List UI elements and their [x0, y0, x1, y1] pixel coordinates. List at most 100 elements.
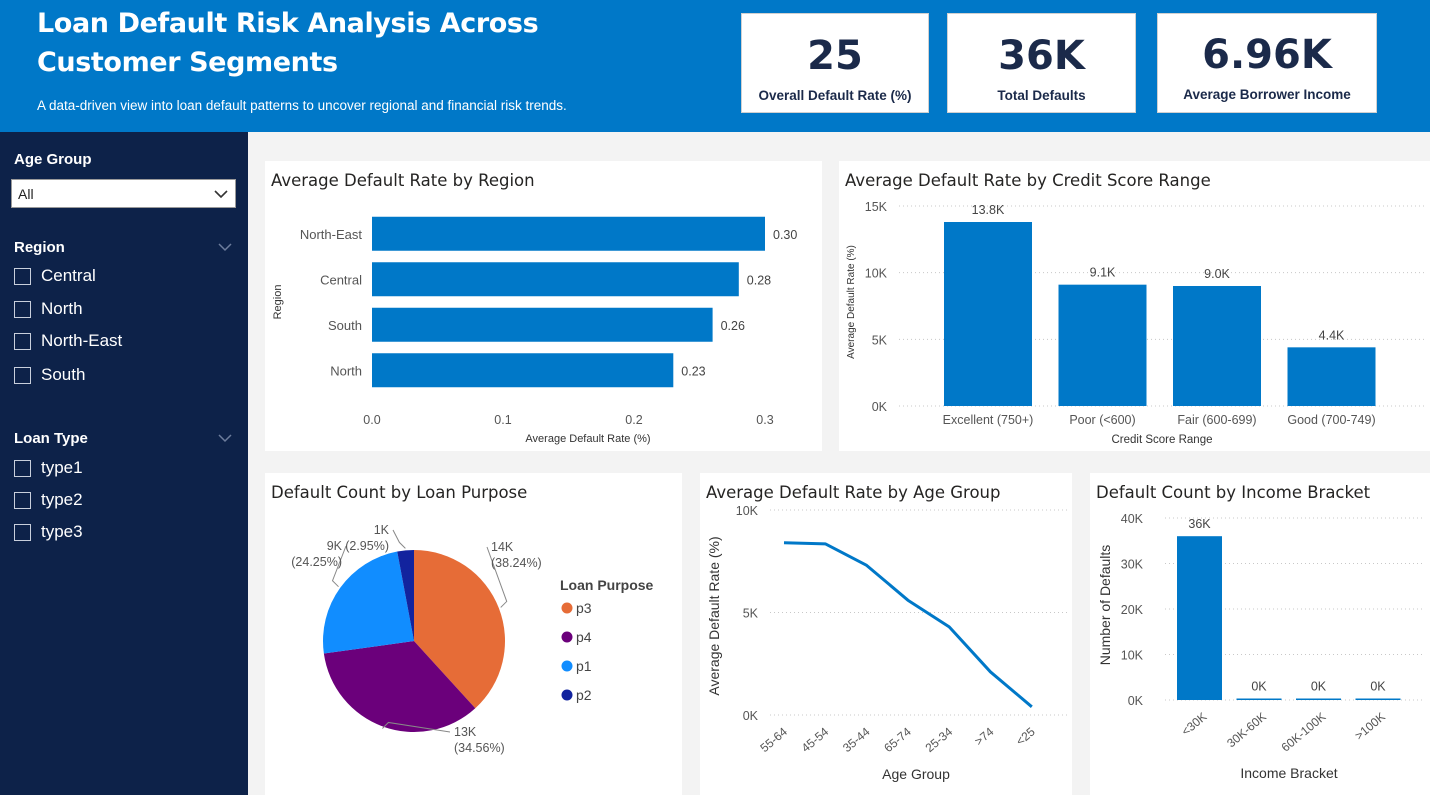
kpi-value: 6.96K: [1202, 32, 1332, 78]
y-tick-label: 5K: [743, 607, 759, 621]
header-banner: Loan Default Risk Analysis Across Custom…: [0, 0, 1430, 132]
y-tick-label: 15K: [865, 200, 888, 214]
x-tick-label: 60K-100K: [1279, 710, 1329, 755]
legend-marker-p3: [561, 602, 573, 614]
x-tick-label: <30K: [1179, 710, 1210, 739]
purpose-chart-panel: Default Count by Loan Purpose 14K (38.24%…: [265, 473, 682, 795]
kpi-card-default-rate[interactable]: 25 Overall Default Rate (%): [741, 13, 929, 113]
data-label: 9.0K: [1204, 267, 1230, 281]
bar-2: [1296, 698, 1341, 700]
pie-slice-p2: [397, 550, 414, 641]
slice-value-label: 13K: [454, 725, 477, 739]
option-label: type3: [41, 522, 83, 541]
pie-slice-p1: [323, 551, 414, 654]
x-tick-label: 0.3: [756, 413, 773, 427]
loan-type-slicer-title: Loan Type: [14, 430, 88, 447]
option-label: South: [41, 365, 86, 384]
x-tick-label: 30K-60K: [1224, 710, 1269, 751]
x-axis-label: Credit Score Range: [1112, 434, 1213, 446]
x-axis-label: Average Default Rate (%): [525, 433, 650, 445]
age-group-dropdown[interactable]: All: [11, 179, 236, 208]
bar-south: [372, 307, 713, 342]
x-tick-label: 45-54: [799, 724, 832, 755]
kpi-card-total-defaults[interactable]: 36K Total Defaults: [947, 13, 1136, 113]
x-tick-label: 25-34: [923, 724, 956, 755]
x-tick-label: 55-64: [757, 724, 790, 755]
y-tick-label: 30K: [1121, 558, 1144, 572]
y-axis-label: Average Default Rate (%): [846, 245, 857, 359]
data-label: 0.28: [747, 273, 771, 287]
data-label: 36K: [1188, 517, 1211, 531]
slice-percent-label: (38.24%): [491, 556, 542, 570]
bar-2: [1173, 286, 1261, 406]
kpi-value: 25: [807, 33, 863, 79]
y-tick-label: 10K: [736, 504, 759, 518]
leader-line: [392, 529, 406, 549]
kpi-card-average-income[interactable]: 6.96K Average Borrower Income: [1157, 13, 1377, 113]
y-tick-label: 0K: [872, 400, 888, 414]
title-line-2: Customer Segments: [37, 47, 338, 78]
credit-bar-chart: 0K 5K 10K 15K 13.8K Excellent (750+) 9.1K Poor …: [846, 200, 1424, 446]
income-chart-panel: Default Count by Income Bracket 0K 10K 20K…: [1090, 473, 1430, 795]
pie-slice-p3: [414, 550, 505, 709]
age-chart-panel: Average Default Rate by Age Group 0K 5K 10…: [700, 473, 1072, 795]
chart-title: Average Default Rate by Credit Score Ran…: [845, 171, 1211, 190]
data-label: 0.23: [681, 364, 705, 378]
region-bar-chart: North-East 0.30 Central 0.28 South 0.26 North 0…: [272, 216, 797, 445]
chevron-down-icon[interactable]: [216, 432, 234, 444]
category-label: Good (700-749): [1287, 413, 1375, 427]
leader-line: [331, 545, 347, 588]
kpi-label: Average Borrower Income: [1183, 87, 1351, 102]
kpi-value: 36K: [998, 33, 1085, 79]
title-line-1: Loan Default Risk Analysis Across: [37, 8, 539, 39]
checkbox[interactable]: [14, 460, 31, 477]
option-label: North-East: [41, 331, 123, 350]
x-tick-label: 65-74: [881, 724, 914, 755]
dropdown-selected-value: All: [18, 186, 34, 202]
data-label: 0K: [1251, 680, 1267, 694]
data-label: 0K: [1311, 680, 1327, 694]
checkbox[interactable]: [14, 268, 31, 285]
chevron-down-icon[interactable]: [216, 241, 234, 253]
checkbox[interactable]: [14, 333, 31, 350]
checkbox[interactable]: [14, 524, 31, 541]
option-label: type2: [41, 490, 83, 509]
bar-0: [1177, 536, 1222, 700]
credit-chart-panel: Average Default Rate by Credit Score Ran…: [839, 161, 1430, 451]
bar-1: [1058, 284, 1147, 406]
x-tick-label: 0.1: [494, 413, 511, 427]
legend-entry: p2: [576, 687, 592, 703]
chevron-down-icon: [214, 190, 228, 199]
legend-marker-p4: [561, 631, 573, 643]
y-tick-label: 20K: [1121, 603, 1144, 617]
option-label: type1: [41, 458, 83, 477]
y-tick-label: 5K: [872, 333, 888, 347]
x-axis-label: Income Bracket: [1240, 765, 1337, 781]
category-label: North-East: [300, 227, 363, 242]
checkbox[interactable]: [14, 492, 31, 509]
slice-percent-label: (2.95%): [345, 539, 389, 553]
data-label: 0.26: [721, 319, 745, 333]
y-axis-label: Average Default Rate (%): [706, 536, 722, 695]
x-tick-label: >74: [972, 724, 997, 748]
region-slicer-title: Region: [14, 239, 65, 256]
y-tick-label: 10K: [1121, 649, 1144, 663]
checkbox[interactable]: [14, 301, 31, 318]
chart-title: Average Default Rate by Region: [271, 171, 535, 190]
category-label: Excellent (750+): [943, 413, 1034, 427]
category-label: Poor (<600): [1069, 413, 1135, 427]
x-tick-label: <25: [1013, 724, 1038, 748]
chart-title: Average Default Rate by Age Group: [706, 483, 1001, 502]
kpi-label: Overall Default Rate (%): [758, 88, 912, 103]
bar-3: [1287, 347, 1376, 406]
page-title: Loan Default Risk Analysis Across Custom…: [37, 4, 597, 82]
data-label: 13.8K: [972, 203, 1005, 217]
income-bar-chart: 0K 10K 20K 30K 40K 36K <30K 0K 30K-60K 0K 60K-100K…: [1097, 512, 1425, 781]
legend-marker-p2: [561, 689, 573, 701]
category-label: South: [328, 318, 362, 333]
checkbox[interactable]: [14, 367, 31, 384]
pie-slice-p4: [323, 641, 476, 732]
age-line-chart: 0K 5K 10K 55-64 45-54 35-44 65-74 25-34 >74 <25 Ag…: [706, 504, 1070, 782]
slice-percent-label: (34.56%): [454, 741, 505, 755]
legend-marker-p1: [561, 660, 573, 672]
